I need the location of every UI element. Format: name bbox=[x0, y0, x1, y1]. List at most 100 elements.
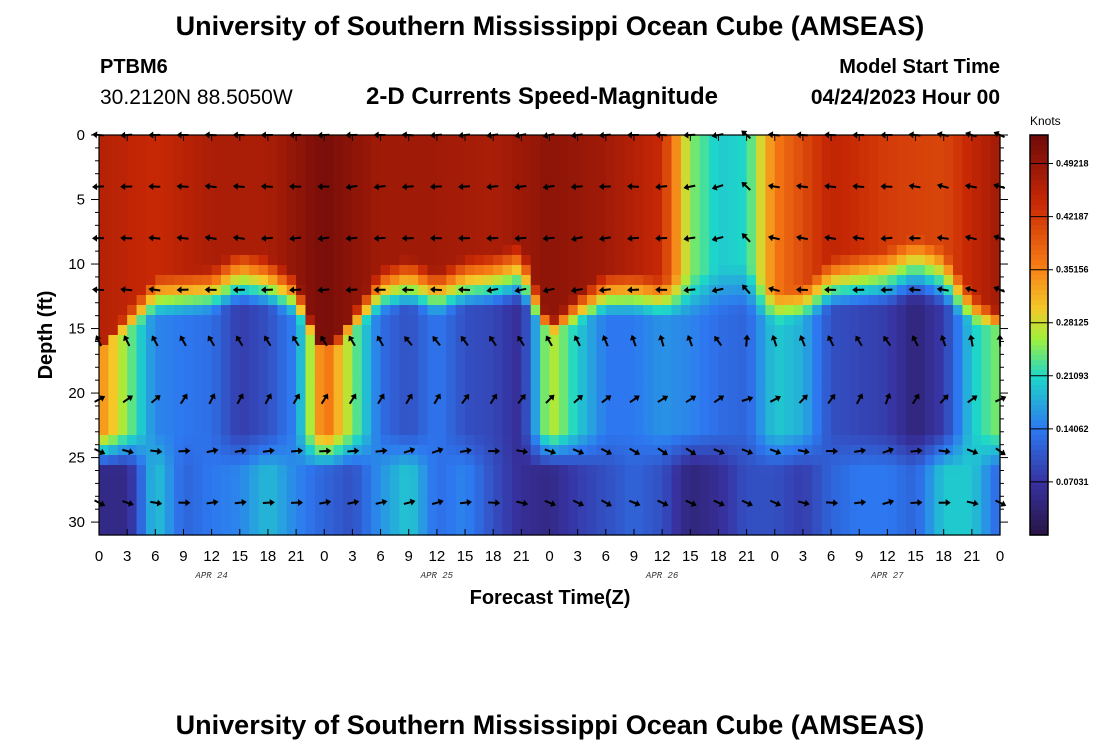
heatmap-cell bbox=[108, 425, 119, 436]
x-tick-label: 18 bbox=[710, 548, 727, 565]
current-arrow bbox=[570, 286, 583, 294]
heatmap-cell bbox=[164, 295, 175, 306]
current-arrow bbox=[373, 234, 386, 242]
heatmap-cell bbox=[718, 165, 729, 176]
heatmap-cell bbox=[755, 255, 766, 266]
heatmap-cell bbox=[962, 255, 973, 266]
heatmap-cell bbox=[408, 225, 419, 236]
heatmap-cell bbox=[249, 325, 260, 336]
heatmap-cell bbox=[211, 295, 222, 306]
heatmap-cell bbox=[192, 135, 203, 146]
current-arrow bbox=[486, 234, 499, 242]
heatmap-cell bbox=[333, 215, 344, 226]
heatmap-cell bbox=[577, 175, 588, 186]
heatmap-cell bbox=[859, 455, 870, 466]
heatmap-cell bbox=[127, 205, 138, 216]
heatmap-cell bbox=[418, 165, 429, 176]
heatmap-cell bbox=[493, 375, 504, 386]
heatmap-cell bbox=[887, 455, 898, 466]
heatmap-cell bbox=[521, 175, 532, 186]
heatmap-cell bbox=[530, 345, 541, 356]
heatmap-cell bbox=[971, 175, 982, 186]
heatmap-cell bbox=[258, 395, 269, 406]
heatmap-cell bbox=[577, 445, 588, 456]
heatmap-cell bbox=[934, 425, 945, 436]
heatmap-cell bbox=[831, 495, 842, 506]
x-tick-label: 15 bbox=[457, 548, 474, 565]
heatmap-cell bbox=[709, 525, 720, 536]
current-arrow bbox=[120, 286, 133, 294]
heatmap-cell bbox=[671, 135, 682, 146]
heatmap-cell bbox=[755, 525, 766, 536]
heatmap-cell bbox=[784, 135, 795, 146]
heatmap-cell bbox=[962, 205, 973, 216]
heatmap-cell bbox=[868, 235, 879, 246]
heatmap-cell bbox=[211, 495, 222, 506]
heatmap-cell bbox=[615, 295, 626, 306]
heatmap-cell bbox=[352, 195, 363, 206]
heatmap-cell bbox=[934, 195, 945, 206]
heatmap-cell bbox=[277, 195, 288, 206]
heatmap-cell bbox=[521, 485, 532, 496]
heatmap-cell bbox=[605, 405, 616, 416]
heatmap-cell bbox=[389, 265, 400, 276]
heatmap-cell bbox=[596, 215, 607, 226]
heatmap-cell bbox=[483, 405, 494, 416]
heatmap-cell bbox=[709, 385, 720, 396]
heatmap-cell bbox=[896, 275, 907, 286]
heatmap-cell bbox=[108, 505, 119, 516]
heatmap-cell bbox=[868, 455, 879, 466]
heatmap-cell bbox=[568, 505, 579, 516]
heatmap-cell bbox=[483, 185, 494, 196]
colorbar-segment bbox=[1030, 395, 1048, 401]
heatmap-cell bbox=[371, 345, 382, 356]
heatmap-cell bbox=[324, 515, 335, 526]
heatmap-cell bbox=[990, 455, 1001, 466]
heatmap-cell bbox=[333, 385, 344, 396]
heatmap-cell bbox=[868, 435, 879, 446]
heatmap-cell bbox=[558, 305, 569, 316]
heatmap-cell bbox=[521, 495, 532, 506]
heatmap-cell bbox=[174, 215, 185, 226]
heatmap-cell bbox=[352, 305, 363, 316]
heatmap-cell bbox=[971, 385, 982, 396]
heatmap-cell bbox=[953, 365, 964, 376]
heatmap-cell bbox=[493, 195, 504, 206]
current-arrow bbox=[855, 393, 864, 405]
current-arrow bbox=[768, 285, 780, 293]
heatmap-cell bbox=[765, 295, 776, 306]
heatmap-cell bbox=[774, 165, 785, 176]
heatmap-cell bbox=[793, 215, 804, 226]
heatmap-cell bbox=[145, 275, 156, 286]
heatmap-cell bbox=[511, 265, 522, 276]
heatmap-cell bbox=[333, 225, 344, 236]
heatmap-cell bbox=[718, 225, 729, 236]
heatmap-cell bbox=[136, 215, 147, 226]
heatmap-cell bbox=[615, 405, 626, 416]
heatmap-cell bbox=[427, 385, 438, 396]
current-arrow bbox=[939, 394, 949, 404]
heatmap-cell bbox=[868, 255, 879, 266]
heatmap-cell bbox=[474, 265, 485, 276]
heatmap-cell bbox=[324, 395, 335, 406]
heatmap-cell bbox=[221, 205, 231, 216]
heatmap-cell bbox=[530, 135, 541, 146]
heatmap-cell bbox=[971, 145, 982, 156]
heatmap-cell bbox=[502, 165, 513, 176]
heatmap-cell bbox=[465, 465, 476, 476]
current-arrow bbox=[965, 285, 977, 293]
heatmap-cell bbox=[877, 525, 888, 536]
current-arrow bbox=[458, 183, 471, 191]
heatmap-cell bbox=[427, 375, 438, 386]
heatmap-cell bbox=[587, 315, 598, 326]
heatmap-cell bbox=[981, 385, 992, 396]
heatmap-cell bbox=[774, 315, 785, 326]
heatmap-cell bbox=[943, 315, 954, 326]
heatmap-cell bbox=[521, 315, 532, 326]
heatmap-cell bbox=[877, 305, 888, 316]
heatmap-cell bbox=[155, 425, 166, 436]
heatmap-cell bbox=[493, 315, 504, 326]
heatmap-cell bbox=[831, 475, 842, 486]
heatmap-cell bbox=[577, 515, 588, 526]
heatmap-cell bbox=[117, 355, 128, 366]
